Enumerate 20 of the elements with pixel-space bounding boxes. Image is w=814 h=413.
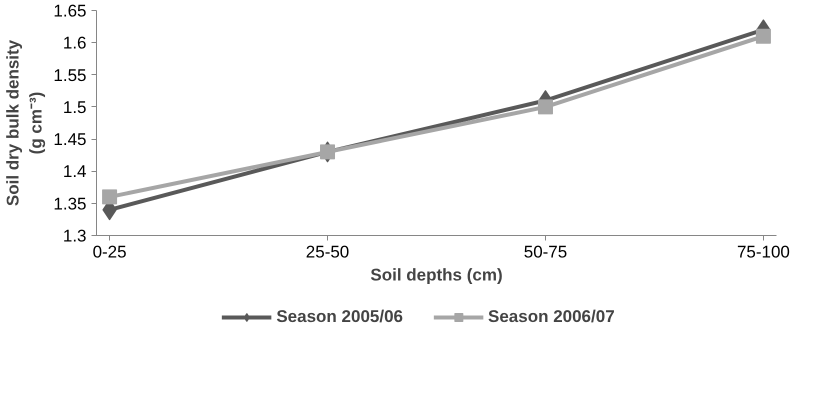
point — [538, 99, 553, 114]
x-tick-label: 25-50 — [306, 242, 350, 262]
y-tick-label: 1.55 — [53, 66, 87, 85]
x-tick-label: 75-100 — [736, 242, 790, 262]
y-tick-label: 1.4 — [62, 162, 87, 182]
y-tick-label: 1.35 — [53, 194, 87, 214]
point — [102, 189, 118, 204]
x-tick-label: 0-25 — [92, 242, 127, 262]
x-tick-label: 50-75 — [524, 242, 568, 262]
y-tick-label: 1.3 — [62, 226, 87, 246]
y-tick-label: 1.6 — [62, 34, 87, 53]
y-tick-label: 1.5 — [62, 98, 87, 117]
point — [756, 28, 771, 44]
x-axis-title: Soil depths (cm) — [370, 266, 503, 284]
y-tick-label: 1.45 — [53, 130, 87, 150]
point — [320, 144, 336, 160]
y-tick-label: 1.65 — [53, 2, 87, 20]
legend-label: Season 2006/07 — [488, 307, 615, 327]
legend-label: Season 2005/06 — [276, 307, 403, 327]
y-axis-title: Soil dry bulk density (g cm⁻³) — [4, 39, 46, 206]
